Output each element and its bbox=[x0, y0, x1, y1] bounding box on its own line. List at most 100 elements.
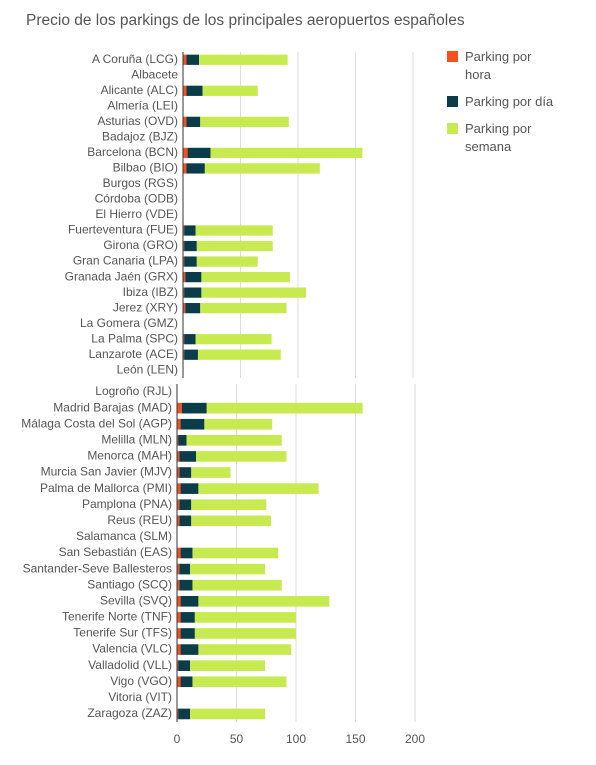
y-tick-label: Granada Jaén (GRX) bbox=[65, 269, 178, 283]
bar-segment bbox=[198, 483, 319, 494]
y-tick-label: Murcia San Javier (MJV) bbox=[41, 465, 172, 479]
bar-segment bbox=[186, 163, 205, 174]
bar-segment bbox=[196, 451, 287, 462]
bar-segment bbox=[185, 303, 201, 314]
bar-segment bbox=[192, 676, 287, 688]
y-tick-label: Barcelona (BCN) bbox=[87, 145, 178, 159]
y-tick-label: Palma de Mallorca (PMI) bbox=[40, 481, 172, 495]
bar-segment bbox=[184, 256, 197, 267]
bar-segment bbox=[186, 54, 200, 65]
bar-segment bbox=[183, 163, 187, 174]
y-tick-label: Reus (REU) bbox=[107, 513, 172, 527]
y-tick-label: Logroño (RJL) bbox=[95, 384, 172, 398]
bar-segment bbox=[178, 708, 191, 720]
y-tick-label: Melilla (MLN) bbox=[101, 433, 172, 447]
y-tick-label: Valencia (VLC) bbox=[92, 642, 172, 656]
bar-segment bbox=[194, 628, 296, 639]
y-tick-label: Málaga Costa del Sol (AGP) bbox=[21, 416, 172, 430]
bar-segment bbox=[191, 467, 231, 478]
bar-segment bbox=[202, 85, 258, 96]
bar-segment bbox=[180, 628, 195, 639]
bar-segment bbox=[186, 435, 282, 446]
bar-segment bbox=[177, 579, 180, 591]
bar-segment bbox=[179, 579, 193, 591]
y-tick-label: San Sebastián (EAS) bbox=[59, 545, 172, 559]
bar-segment bbox=[187, 147, 211, 159]
bar-segment bbox=[183, 240, 185, 252]
x-tick-label: 0 bbox=[174, 732, 181, 746]
bar-segment bbox=[180, 418, 205, 430]
y-tick-label: Tenerife Norte (TNF) bbox=[62, 610, 172, 624]
bar-segment bbox=[206, 402, 363, 414]
y-tick-label: El Hierro (VDE) bbox=[95, 207, 178, 221]
legend-label: Parking por día bbox=[465, 94, 554, 109]
bar-segment bbox=[177, 515, 180, 527]
bar-segment bbox=[183, 271, 186, 283]
bar-segment bbox=[199, 54, 288, 65]
bar-segment bbox=[179, 467, 192, 478]
y-tick-label: Badajoz (BJZ) bbox=[102, 130, 178, 144]
bar-segment bbox=[198, 595, 330, 607]
bar-segment bbox=[195, 225, 273, 236]
y-tick-label: Zaragoza (ZAZ) bbox=[87, 706, 172, 720]
x-tick-label: 200 bbox=[405, 732, 425, 746]
bar-segment bbox=[180, 547, 193, 559]
bar-segment bbox=[183, 54, 187, 65]
legend-label: Parking por hora bbox=[465, 49, 532, 82]
y-tick-label: Tenerife Sur (TFS) bbox=[73, 626, 172, 640]
bar-segment bbox=[177, 595, 181, 607]
bar-segment bbox=[192, 547, 279, 559]
y-tick-label: Jerez (XRY) bbox=[113, 300, 178, 314]
bar-segment bbox=[185, 271, 202, 283]
bar-segment bbox=[177, 467, 180, 478]
y-tick-label: Sevilla (SVQ) bbox=[100, 593, 172, 607]
y-tick-label: Alicante (ALC) bbox=[101, 83, 178, 97]
bar-segment bbox=[177, 628, 181, 639]
bar-segment bbox=[191, 515, 272, 527]
bar-segment bbox=[177, 435, 179, 446]
bar-segment bbox=[197, 349, 281, 360]
chart-title: Precio de los parkings de los principale… bbox=[26, 12, 465, 29]
y-tick-label: Bilbao (BIO) bbox=[113, 161, 178, 175]
bar-segment bbox=[184, 334, 196, 345]
bar-segment bbox=[179, 451, 197, 462]
legend-item: Parking por día bbox=[447, 93, 587, 111]
x-tick-label: 150 bbox=[345, 732, 365, 746]
y-tick-label: Pamplona (PNA) bbox=[82, 497, 172, 511]
y-tick-label: Salamanca (SLM) bbox=[76, 529, 172, 543]
bar-segment bbox=[186, 85, 203, 96]
bar-segment bbox=[181, 402, 207, 414]
y-tick-label: A Coruña (LCG) bbox=[92, 52, 178, 66]
y-tick-label: Ibiza (IBZ) bbox=[123, 285, 178, 299]
bar-segment bbox=[177, 451, 180, 462]
legend: Parking por hora Parking por día Parking p… bbox=[447, 48, 587, 165]
bar-segment bbox=[186, 116, 201, 127]
bar-segment bbox=[184, 349, 198, 360]
bar-segment bbox=[200, 116, 289, 127]
bar-segment bbox=[198, 644, 292, 655]
y-tick-label: Santander-Seve Ballesteros bbox=[23, 561, 172, 575]
bar-segment bbox=[204, 418, 273, 430]
y-tick-label: Fuerteventura (FUE) bbox=[68, 223, 178, 237]
bar-segment bbox=[179, 563, 191, 575]
y-tick-label: Santiago (SCQ) bbox=[87, 577, 172, 591]
legend-swatch bbox=[447, 51, 458, 62]
legend-label: Parking por semana bbox=[465, 121, 532, 154]
y-tick-label: Valladolid (VLL) bbox=[88, 658, 172, 672]
x-tick-label: 100 bbox=[286, 732, 306, 746]
bar-segment bbox=[177, 563, 180, 575]
bar-segment bbox=[180, 483, 199, 494]
y-tick-label: La Gomera (GMZ) bbox=[80, 316, 178, 330]
y-tick-label: Albacete bbox=[131, 67, 178, 81]
bar-segment bbox=[180, 676, 193, 688]
y-tick-label: Madrid Barajas (MAD) bbox=[53, 400, 172, 414]
bar-segment bbox=[177, 660, 179, 671]
bar-segment bbox=[201, 287, 307, 298]
bar-segment bbox=[192, 579, 282, 591]
y-tick-label: Lanzarote (ACE) bbox=[89, 347, 178, 361]
bar-segment bbox=[183, 116, 187, 127]
bar-segment bbox=[183, 334, 185, 345]
bar-segment bbox=[183, 147, 188, 159]
legend-item: Parking por semana bbox=[447, 120, 587, 156]
